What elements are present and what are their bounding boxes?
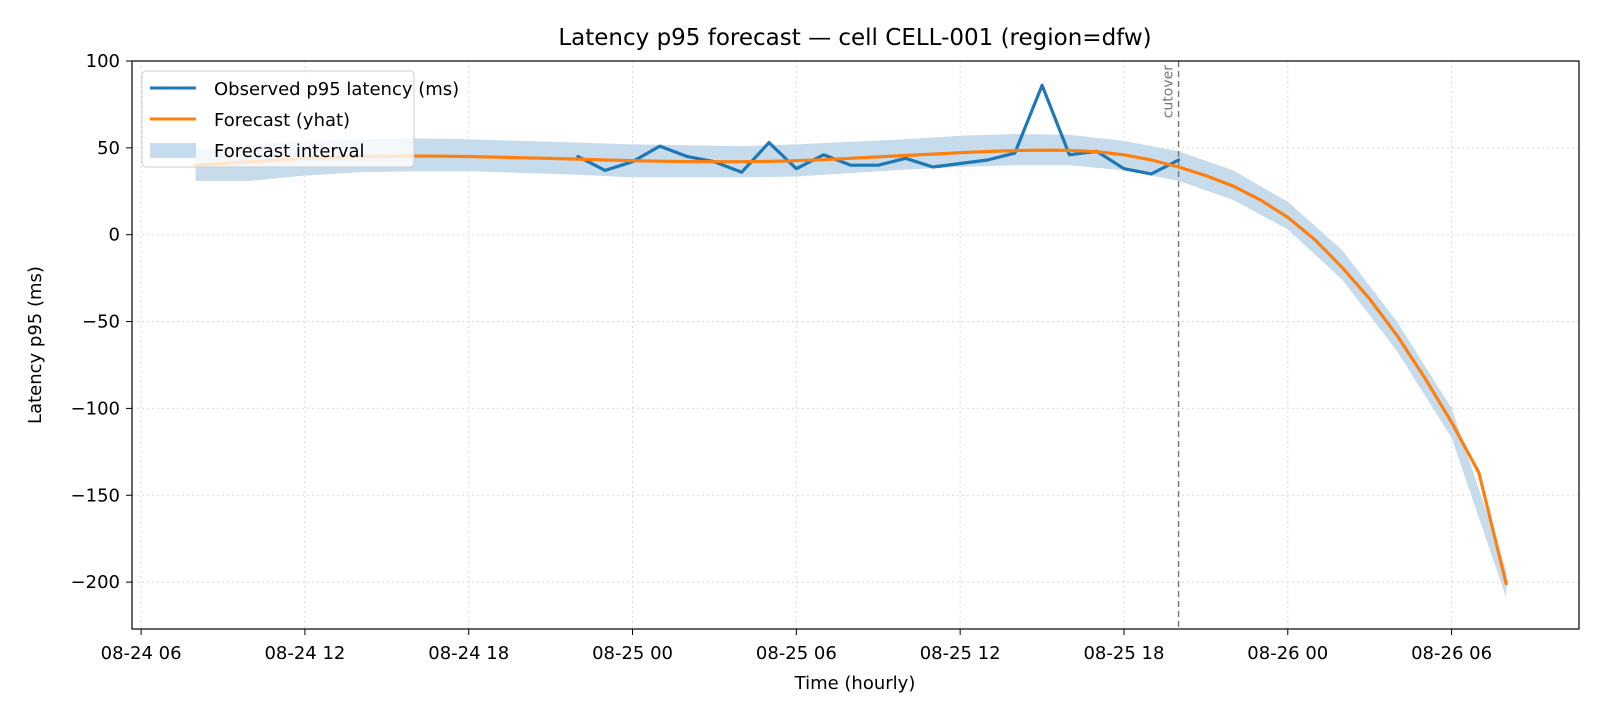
x-tick-label-3: 08-25 00 [592,643,673,664]
legend: Observed p95 latency (ms) Forecast (yhat… [141,70,459,168]
y-tick-label-3: −50 [82,312,120,333]
y-tick-label-5: −150 [71,485,120,506]
y-tick-label-0: 100 [86,51,120,72]
legend-label-interval: Forecast interval [214,141,365,162]
y-axis: 100 50 0 −50 −100 −150 −200 [71,51,132,593]
x-tick-label-2: 08-24 18 [428,643,509,664]
legend-label-observed: Observed p95 latency (ms) [214,79,459,100]
observed-series-line [576,83,1181,176]
x-tick-label-1: 08-24 12 [264,643,345,664]
y-axis-title: Latency p95 (ms) [25,266,46,424]
x-tick-label-4: 08-25 06 [756,643,837,664]
x-tick-label-0: 08-24 06 [101,643,182,664]
y-tick-label-1: 50 [97,138,120,159]
x-axis: 08-24 06 08-24 12 08-24 18 08-25 00 08-25 06… [101,629,1492,664]
y-tick-label-4: −100 [71,398,120,419]
x-tick-label-7: 08-26 00 [1247,643,1328,664]
cutover-layer: cutover [1161,61,1180,629]
plot-frame [131,60,1580,630]
x-tick-label-6: 08-25 18 [1083,643,1164,664]
y-tick-label-6: −200 [71,572,120,593]
legend-swatch-interval [150,143,196,158]
legend-label-forecast: Forecast (yhat) [214,110,350,131]
x-tick-label-8: 08-26 06 [1411,643,1492,664]
x-tick-label-5: 08-25 12 [920,643,1001,664]
cutover-label: cutover [1161,65,1177,119]
chart-title: Latency p95 forecast — cell CELL-001 (re… [558,25,1151,51]
y-tick-label-2: 0 [109,225,120,246]
legend-box [141,70,415,168]
interval-band-layer [195,134,1507,598]
forecast-series-line [194,148,1508,586]
forecast-interval-band [195,134,1507,598]
x-axis-title: Time (hourly) [794,673,916,694]
